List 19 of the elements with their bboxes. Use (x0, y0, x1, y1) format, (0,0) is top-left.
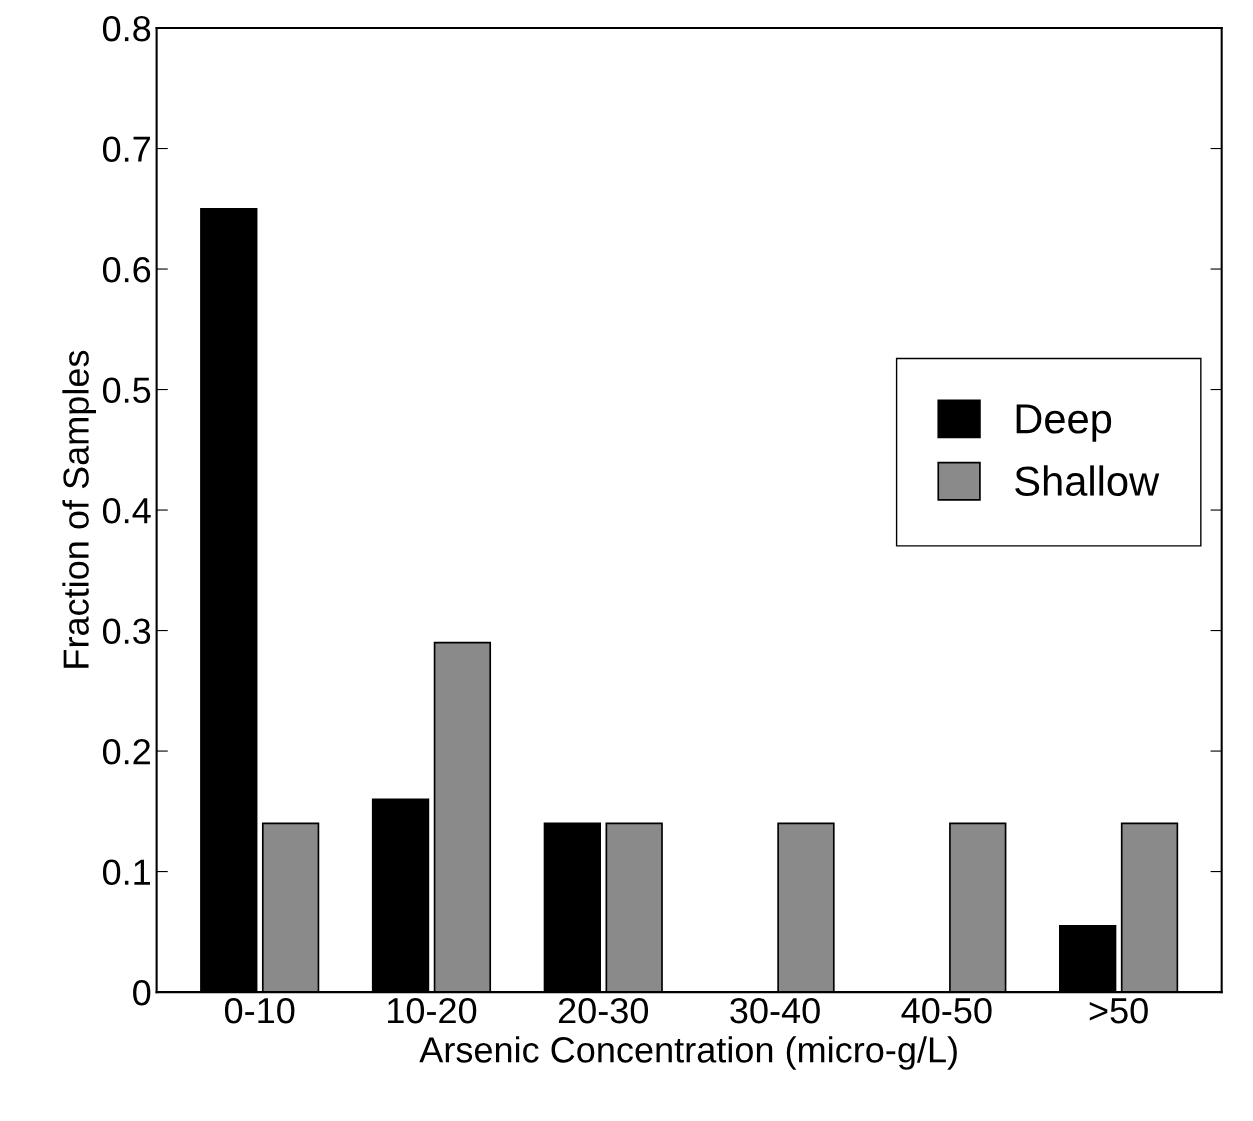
legend-label: Deep (1016, 404, 1112, 442)
x-tick-label: 40-50 (901, 997, 992, 1024)
y-tick-label: 0.1 (102, 859, 151, 886)
y-axis-title: Fraction of Samples (62, 350, 97, 668)
y-tick-label: 0.2 (102, 738, 150, 765)
legend-label: Shallow (1015, 465, 1160, 496)
x-tick-label: 30-40 (730, 997, 820, 1024)
x-axis-title: Arsenic Concentration (micro-g/L) (419, 1036, 957, 1070)
x-tick-label: >50 (1089, 997, 1148, 1024)
x-tick-label: 20-30 (558, 997, 649, 1024)
y-tick-label: 0.6 (102, 256, 151, 283)
y-tick-label: 0.7 (102, 136, 150, 162)
y-tick-label: 0 (133, 979, 151, 1006)
x-tick-label: 0-10 (224, 997, 295, 1024)
y-tick-label: 0.3 (102, 618, 151, 644)
y-tick-label: 0.5 (102, 377, 151, 403)
x-tick-label: 10-20 (388, 997, 477, 1024)
y-tick-label: 0.8 (102, 15, 151, 42)
y-tick-label: 0.4 (102, 497, 151, 524)
